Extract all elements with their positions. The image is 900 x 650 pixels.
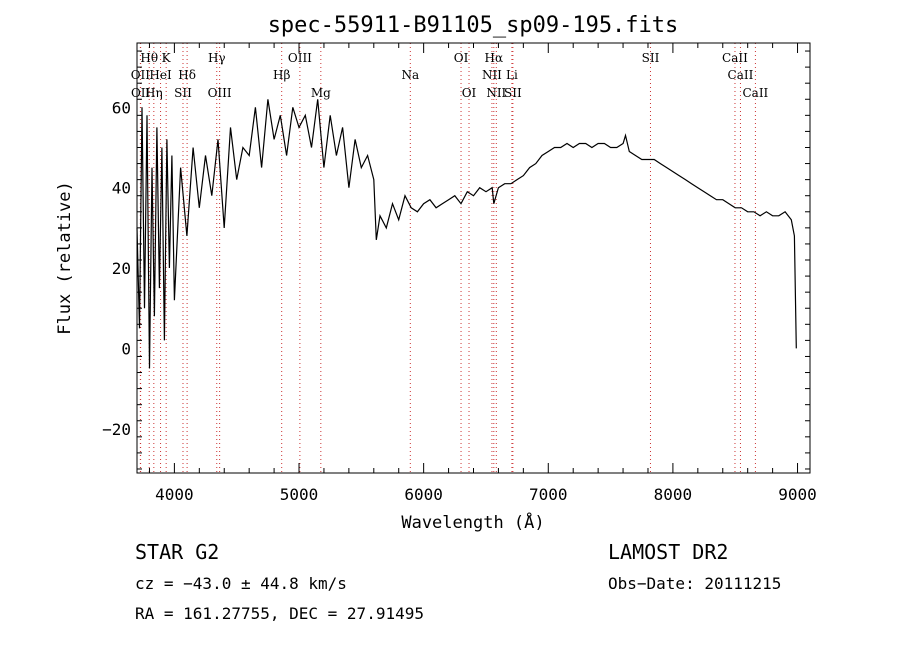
line-label: OII — [131, 86, 151, 100]
y-axis-label: Flux (relative) — [55, 181, 75, 335]
x-tick-label: 9000 — [778, 485, 817, 504]
y-tick-label: 60 — [112, 98, 131, 117]
line-label: CaII — [742, 86, 768, 100]
line-label: Mg — [311, 86, 331, 100]
redshift-value: cz = −43.0 ± 44.8 km/s — [135, 574, 347, 593]
line-label: OIII — [208, 86, 232, 100]
y-tick-label: 20 — [112, 259, 131, 278]
x-tick-label: 8000 — [654, 485, 693, 504]
observation-date: Obs−Date: 20111215 — [608, 574, 782, 593]
line-label: Hβ — [273, 68, 290, 82]
x-tick-label: 4000 — [155, 485, 194, 504]
sky-coordinates: RA = 161.27755, DEC = 27.91495 — [135, 604, 424, 623]
line-label: HeI — [149, 68, 172, 82]
axis-ticks — [137, 43, 810, 473]
line-label: Li — [506, 68, 518, 82]
line-label: CaII — [722, 51, 748, 65]
x-tick-label: 6000 — [404, 485, 443, 504]
line-label: Hδ — [178, 68, 196, 82]
line-label: NII — [486, 86, 506, 100]
line-label: Hα — [485, 51, 504, 65]
line-label: SII — [642, 51, 660, 65]
plot-frame — [136, 42, 811, 474]
line-label: K — [162, 51, 172, 65]
line-label: SII — [504, 86, 522, 100]
line-label: Hγ — [208, 51, 226, 65]
line-label: Hη — [145, 86, 163, 100]
line-label: Hθ — [140, 51, 158, 65]
line-label: NII — [482, 68, 502, 82]
object-class: STAR G2 — [135, 540, 220, 564]
y-tick-label: 40 — [112, 179, 131, 198]
x-tick-label: 5000 — [280, 485, 319, 504]
flux-series — [136, 99, 797, 369]
y-tick-label: −20 — [102, 420, 131, 439]
chart-title: spec-55911-B91105_sp09-195.fits — [268, 13, 679, 38]
y-tick-label: 0 — [121, 339, 131, 358]
x-axis-label: Wavelength (Å) — [401, 511, 544, 533]
line-label: CaII — [728, 68, 754, 82]
flux-line-0 — [136, 99, 797, 369]
line-label: SII — [174, 86, 192, 100]
spectral-line-markers — [139, 43, 756, 473]
survey-name: LAMOST DR2 — [608, 540, 729, 564]
line-label: Na — [401, 68, 419, 82]
tick-labels: 4000 5000 6000 7000 8000 9000 −20 0 20 40 60 — [102, 98, 817, 504]
line-label: OI — [462, 86, 477, 100]
line-label: OII — [131, 68, 151, 82]
x-tick-label: 7000 — [529, 485, 568, 504]
line-label: OI — [454, 51, 469, 65]
line-label: OIII — [288, 51, 312, 65]
